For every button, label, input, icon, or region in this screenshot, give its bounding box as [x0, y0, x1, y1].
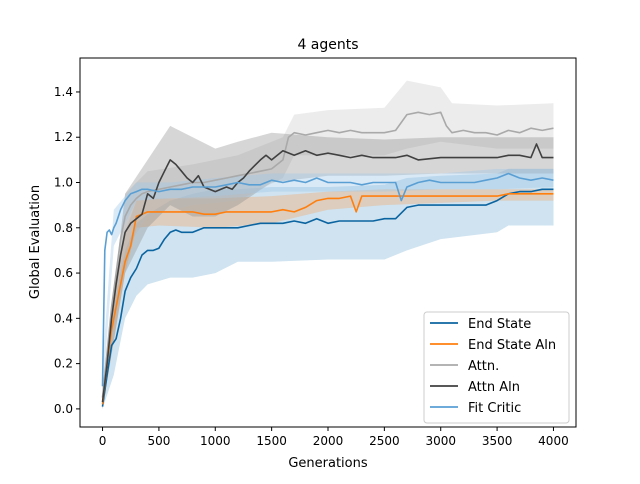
y-axis-label: Global Evaluation — [28, 185, 43, 299]
x-axis-label: Generations — [288, 456, 368, 471]
x-tick-label: 1000 — [200, 434, 231, 448]
legend-label: End State Aln — [468, 338, 556, 353]
x-axis-ticks: 0 500 1000 1500 2000 2500 3000 3500 4000 — [99, 427, 569, 448]
line-attn-aln — [101, 143, 554, 403]
x-tick-label: 2500 — [369, 434, 400, 448]
legend-label: Attn. — [468, 359, 499, 374]
line-fit-critic — [101, 172, 554, 387]
y-axis-ticks: 0.0 0.2 0.4 0.6 0.8 1.0 1.2 1.4 — [54, 85, 80, 416]
band-end-state — [102, 168, 554, 409]
legend-label: Fit Critic — [468, 401, 521, 416]
legend: End State End State Aln Attn. Attn Aln Fit C… — [423, 311, 570, 424]
line-end-state — [101, 188, 554, 407]
y-tick-label: 0.0 — [54, 402, 73, 416]
x-tick-label: 3000 — [425, 434, 456, 448]
line-attn — [101, 111, 554, 398]
chart-title: 4 agents — [297, 37, 358, 53]
x-tick-label: 2000 — [313, 434, 344, 448]
y-tick-label: 1.4 — [54, 85, 73, 99]
y-tick-label: 1.0 — [54, 176, 73, 190]
x-tick-label: 3500 — [482, 434, 513, 448]
y-tick-label: 0.2 — [54, 357, 73, 371]
legend-label: Attn Aln — [468, 380, 520, 395]
x-tick-label: 0 — [99, 434, 107, 448]
x-tick-label: 500 — [147, 434, 170, 448]
line-end-state-aln — [101, 193, 554, 405]
x-tick-label: 4000 — [538, 434, 569, 448]
legend-label: End State — [468, 317, 531, 332]
x-tick-label: 1500 — [256, 434, 287, 448]
y-tick-label: 0.6 — [54, 266, 73, 280]
band-attn-aln — [102, 125, 554, 409]
y-tick-label: 0.8 — [54, 221, 73, 235]
y-tick-label: 1.2 — [54, 130, 73, 144]
band-attn — [102, 80, 554, 409]
y-tick-label: 0.4 — [54, 311, 73, 325]
legend-box — [423, 311, 570, 424]
series-lines — [101, 111, 554, 407]
